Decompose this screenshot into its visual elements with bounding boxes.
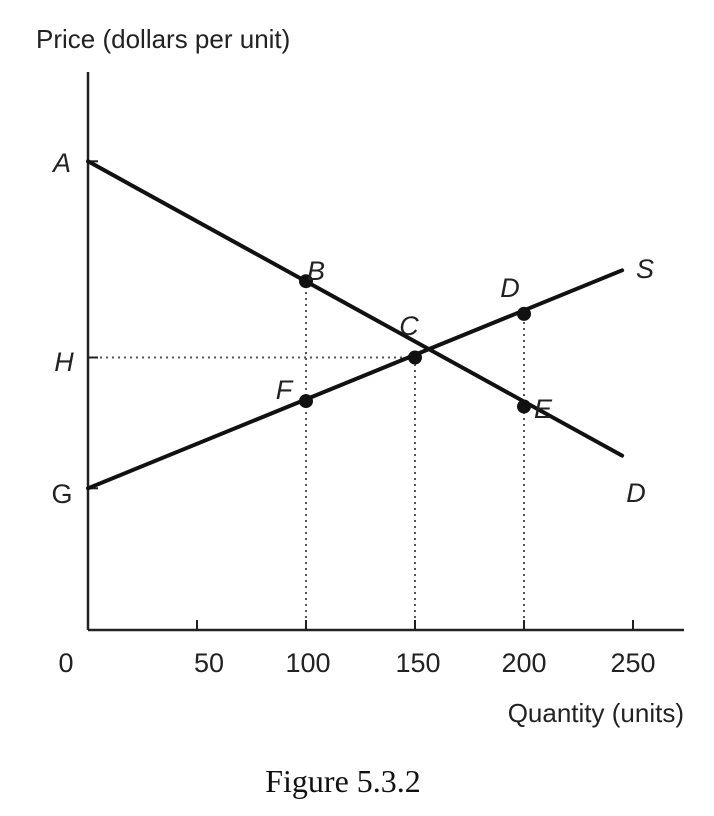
supply-curve: [86, 268, 625, 491]
x-tick-label-100: 100: [285, 648, 330, 678]
point-c: [408, 350, 422, 365]
figure-caption: Figure 5.3.2: [265, 763, 421, 799]
curve-label-d: D: [626, 478, 646, 508]
x-tick-label-50: 50: [194, 648, 224, 678]
point-label-e: E: [534, 394, 553, 424]
point-f: [299, 394, 313, 409]
price-label-g: G: [51, 479, 72, 509]
demand-curve: [86, 159, 625, 458]
point-e: [517, 399, 531, 414]
guide-lines: [88, 281, 525, 630]
point-label-b: B: [307, 256, 325, 286]
x-tick-label-200: 200: [501, 648, 546, 678]
x-axis-label: Quantity (units): [508, 698, 684, 728]
price-label-a: A: [51, 148, 71, 178]
x-tick-label-150: 150: [395, 648, 440, 678]
price-label-h: H: [54, 347, 74, 377]
x-tick-label-250: 250: [610, 648, 655, 678]
point-label-d: D: [500, 273, 520, 303]
point-label-f: F: [276, 375, 294, 405]
curves: [86, 159, 625, 491]
origin-label: 0: [58, 648, 73, 678]
point-d: [517, 306, 531, 321]
intersection-points: [299, 274, 531, 414]
curve-label-s: S: [636, 254, 654, 284]
y-axis-label: Price (dollars per unit): [36, 24, 290, 54]
point-b: [299, 274, 313, 289]
point-label-c: C: [399, 311, 419, 341]
